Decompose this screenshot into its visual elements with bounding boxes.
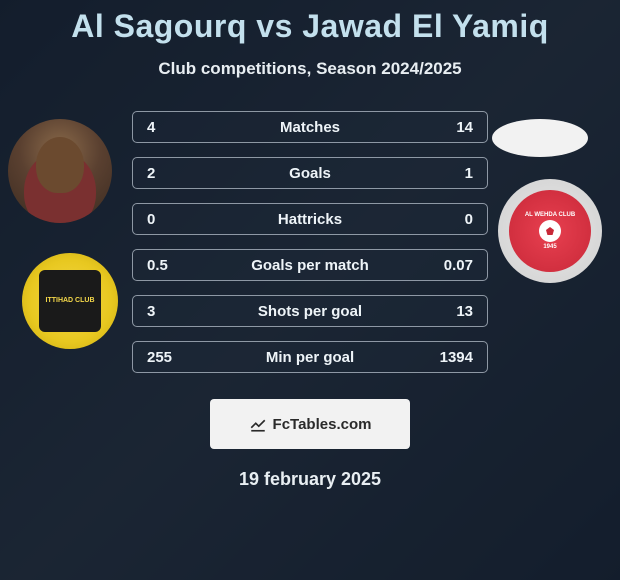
stat-label: Shots per goal	[187, 303, 433, 320]
stat-right-value: 13	[433, 303, 473, 320]
stat-label: Min per goal	[187, 349, 433, 366]
stat-right-value: 14	[433, 119, 473, 136]
fctables-label: FcTables.com	[273, 416, 372, 433]
comparison-panel: ITTIHAD CLUB AL WEHDA CLUB 1945 4 Matche…	[0, 111, 620, 490]
stat-row: 0 Hattricks 0	[132, 203, 488, 235]
ball-icon	[539, 220, 561, 242]
stat-right-value: 1	[433, 165, 473, 182]
stat-left-value: 255	[147, 349, 187, 366]
subtitle: Club competitions, Season 2024/2025	[0, 59, 620, 79]
stat-right-value: 1394	[433, 349, 473, 366]
date-label: 19 february 2025	[0, 469, 620, 490]
player-left-avatar	[8, 119, 112, 223]
stats-table: 4 Matches 14 2 Goals 1 0 Hattricks 0 0.5…	[132, 111, 488, 373]
player-right-club-label-top: AL WEHDA CLUB	[525, 212, 575, 218]
stat-row: 0.5 Goals per match 0.07	[132, 249, 488, 281]
stat-left-value: 3	[147, 303, 187, 320]
stat-row: 2 Goals 1	[132, 157, 488, 189]
chart-icon	[249, 415, 267, 433]
stat-row: 4 Matches 14	[132, 111, 488, 143]
stat-left-value: 0	[147, 211, 187, 228]
stat-label: Goals per match	[187, 257, 433, 274]
stat-right-value: 0	[433, 211, 473, 228]
stat-label: Goals	[187, 165, 433, 182]
player-left-club-badge: ITTIHAD CLUB	[22, 253, 118, 349]
stat-row: 3 Shots per goal 13	[132, 295, 488, 327]
stat-left-value: 4	[147, 119, 187, 136]
player-left-club-label: ITTIHAD CLUB	[39, 270, 101, 332]
stat-label: Matches	[187, 119, 433, 136]
fctables-link[interactable]: FcTables.com	[210, 399, 410, 449]
stat-label: Hattricks	[187, 211, 433, 228]
stat-left-value: 2	[147, 165, 187, 182]
player-right-club-label-bottom: 1945	[543, 244, 556, 250]
stat-row: 255 Min per goal 1394	[132, 341, 488, 373]
player-right-club-badge: AL WEHDA CLUB 1945	[498, 179, 602, 283]
player-right-avatar	[492, 119, 588, 157]
page-title: Al Sagourq vs Jawad El Yamiq	[0, 8, 620, 45]
stat-left-value: 0.5	[147, 257, 187, 274]
stat-right-value: 0.07	[433, 257, 473, 274]
